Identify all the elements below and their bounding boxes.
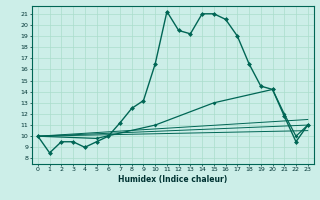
X-axis label: Humidex (Indice chaleur): Humidex (Indice chaleur) (118, 175, 228, 184)
